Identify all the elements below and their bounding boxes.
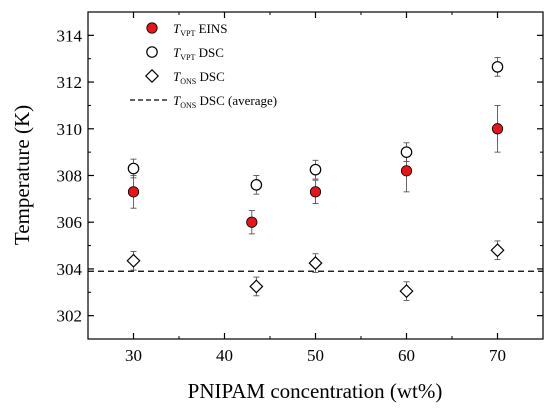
x-tick-label-0: 30 xyxy=(125,346,142,365)
legend-label-3: TONS DSC (average) xyxy=(173,93,277,110)
x-tick-label-1: 40 xyxy=(216,346,233,365)
x-axis-title: PNIPAM concentration (wt%) xyxy=(188,379,443,403)
tons_dsc-point-4 xyxy=(490,243,505,258)
axis-ticks: 30 40 50 60 70 302 304 306 308 310 312 314 xyxy=(57,11,544,365)
legend-label-1: TVPT DSC xyxy=(173,45,224,62)
y-tick-label-5: 312 xyxy=(57,73,83,92)
tvpt_eins-point-2 xyxy=(309,186,322,198)
legend-label-subscript: ONS xyxy=(180,101,196,110)
legend-label-0: TVPT EINS xyxy=(173,21,228,38)
tvpt_eins-point-4 xyxy=(491,123,504,135)
legend-label-rest: EINS xyxy=(195,21,227,36)
tvpt_dsc-point-2 xyxy=(309,163,322,176)
y-tick-label-2: 306 xyxy=(57,213,83,232)
legend-marker-tvpt_eins xyxy=(146,22,158,34)
tvpt_eins-point-1 xyxy=(246,216,258,228)
legend-marker-tvpt_dsc xyxy=(146,46,158,58)
y-tick-label-6: 314 xyxy=(57,26,83,45)
legend-marker-tons_dsc xyxy=(144,68,160,84)
legend-label-subscript: VPT xyxy=(180,29,195,38)
tons_dsc-point-3 xyxy=(399,284,414,299)
legend-label-subscript: ONS xyxy=(180,77,196,86)
legend-label-rest: DSC xyxy=(196,69,225,84)
tvpt_dsc-point-4 xyxy=(491,61,504,73)
tvpt_dsc-point-0 xyxy=(127,162,140,175)
legend-label-2: TONS DSC xyxy=(173,69,225,86)
y-tick-label-0: 302 xyxy=(57,307,83,326)
data-marks xyxy=(126,57,505,301)
y-tick-label-3: 308 xyxy=(57,167,83,186)
x-tick-label-2: 50 xyxy=(307,346,324,365)
y-tick-label-1: 304 xyxy=(57,260,83,279)
legend-label-symbol: T xyxy=(173,93,181,108)
tons_dsc-point-0 xyxy=(126,253,141,268)
x-tick-label-4: 70 xyxy=(489,346,506,365)
legend-label-rest: DSC (average) xyxy=(196,93,277,108)
legend-label-symbol: T xyxy=(173,21,181,36)
legend-label-symbol: T xyxy=(173,45,181,60)
legend-label-subscript: VPT xyxy=(180,53,195,62)
y-tick-label-4: 310 xyxy=(57,120,83,139)
legend-label-rest: DSC xyxy=(195,45,224,60)
tvpt_dsc-point-1 xyxy=(250,179,263,191)
y-axis-title: Temperature (K) xyxy=(10,105,34,245)
legend-label-symbol: T xyxy=(173,69,181,84)
tons_dsc-point-2 xyxy=(308,256,323,271)
tvpt_eins-point-0 xyxy=(127,186,140,198)
x-tick-label-3: 60 xyxy=(398,346,415,365)
tvpt_eins-point-3 xyxy=(400,165,413,177)
tons_dsc-point-1 xyxy=(249,279,264,294)
tvpt_dsc-point-3 xyxy=(400,146,413,158)
